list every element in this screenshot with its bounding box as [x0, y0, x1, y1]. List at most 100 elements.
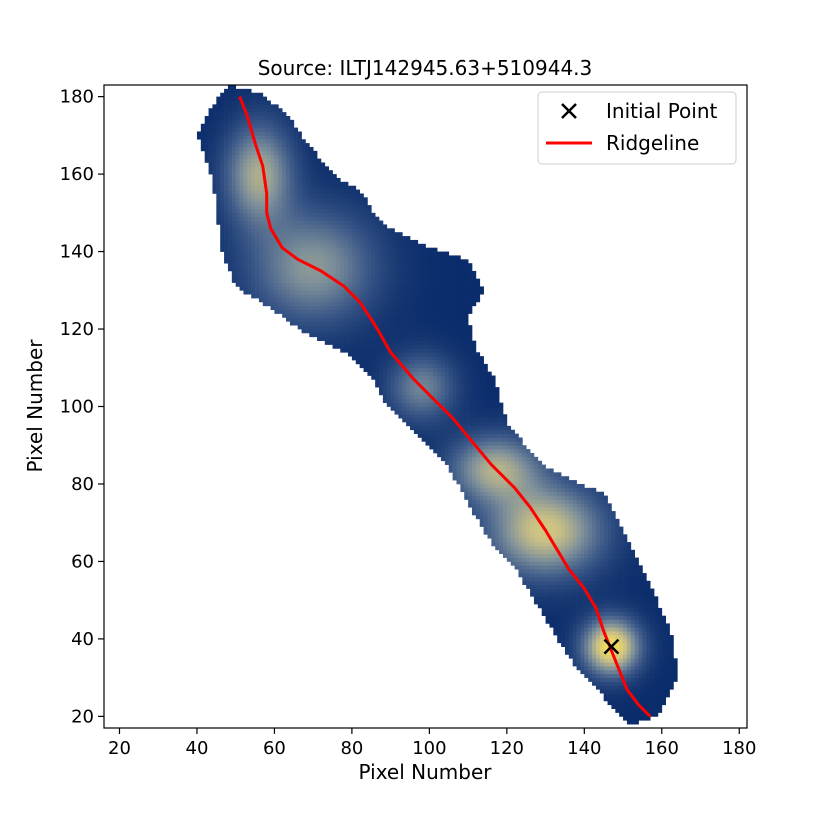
- heatmap-cell: [394, 290, 399, 295]
- heatmap-cell: [386, 243, 391, 249]
- heatmap-cell: [305, 329, 310, 334]
- heatmap-cell: [483, 487, 488, 493]
- heatmap-cell: [595, 592, 601, 597]
- heatmap-cell: [468, 290, 473, 295]
- heatmap-cell: [251, 170, 256, 175]
- heatmap-cell: [510, 530, 515, 535]
- heatmap-cell: [452, 336, 457, 341]
- heatmap-cell: [510, 433, 515, 438]
- heatmap-cell: [568, 627, 574, 632]
- heatmap-cell: [506, 495, 512, 500]
- heatmap-cell: [351, 340, 357, 345]
- heatmap-cell: [576, 514, 581, 520]
- heatmap-cell: [433, 418, 438, 423]
- heatmap-cell: [564, 538, 570, 543]
- heatmap-cell: [487, 507, 492, 512]
- heatmap-cell: [258, 236, 264, 241]
- heatmap-cell: [530, 530, 535, 535]
- heatmap-cell: [611, 553, 616, 558]
- heatmap-cell: [429, 274, 434, 280]
- heatmap-cell: [499, 406, 504, 411]
- heatmap-cell: [286, 263, 291, 268]
- heatmap-cell: [235, 197, 240, 202]
- heatmap-cell: [491, 414, 496, 419]
- heatmap-cell: [475, 421, 481, 427]
- heatmap-cell: [216, 154, 221, 159]
- heatmap-cell: [270, 208, 275, 214]
- heatmap-cell: [553, 538, 558, 543]
- heatmap-cell: [572, 623, 577, 628]
- heatmap-cell: [417, 414, 422, 419]
- heatmap-cell: [212, 104, 217, 109]
- heatmap-cell: [483, 425, 488, 431]
- heatmap-cell: [615, 573, 620, 578]
- heatmap-cell: [390, 305, 395, 311]
- heatmap-cell: [599, 604, 605, 609]
- heatmap-cell: [437, 274, 442, 280]
- heatmap-cell: [572, 561, 577, 566]
- heatmap-cell: [429, 263, 434, 268]
- heatmap-cell: [444, 317, 450, 322]
- heatmap-cell: [483, 503, 488, 508]
- heatmap-cell: [243, 127, 248, 132]
- heatmap-cell: [224, 201, 229, 206]
- heatmap-cell: [297, 205, 302, 210]
- heatmap-cell: [320, 321, 326, 326]
- heatmap-cell: [371, 367, 376, 372]
- heatmap-cell: [599, 530, 605, 535]
- heatmap-cell: [282, 255, 287, 260]
- heatmap-cell: [541, 507, 546, 512]
- heatmap-cell: [537, 503, 543, 508]
- heatmap-cell: [344, 212, 349, 218]
- heatmap-cell: [355, 189, 360, 194]
- heatmap-cell: [262, 224, 268, 229]
- heatmap-cell: [282, 170, 287, 175]
- heatmap-cell: [506, 503, 512, 508]
- heatmap-cell: [599, 491, 605, 496]
- heatmap-cell: [522, 452, 527, 458]
- heatmap-cell: [266, 174, 271, 179]
- heatmap-cell: [615, 677, 620, 682]
- heatmap-cell: [526, 476, 531, 481]
- heatmap-cell: [553, 495, 558, 500]
- heatmap-cell: [379, 251, 384, 256]
- heatmap-cell: [615, 611, 620, 617]
- heatmap-cell: [379, 267, 384, 272]
- heatmap-cell: [487, 433, 492, 438]
- heatmap-cell: [390, 360, 395, 365]
- heatmap-cell: [224, 205, 229, 210]
- heatmap-cell: [328, 251, 333, 256]
- heatmap-cell: [456, 371, 461, 376]
- heatmap-cell: [212, 189, 217, 194]
- heatmap-cell: [471, 433, 477, 438]
- heatmap-cell: [355, 263, 360, 268]
- heatmap-cell: [417, 356, 422, 361]
- heatmap-cell: [317, 220, 322, 225]
- heatmap-cell: [375, 259, 380, 264]
- heatmap-cell: [475, 464, 481, 469]
- heatmap-cell: [359, 363, 364, 369]
- heatmap-cell: [499, 534, 504, 539]
- heatmap-cell: [595, 635, 601, 640]
- heatmap-cell: [452, 290, 457, 295]
- heatmap-cell: [359, 356, 364, 361]
- heatmap-cell: [262, 189, 268, 194]
- heatmap-cell: [572, 592, 577, 597]
- heatmap-cell: [603, 592, 608, 597]
- heatmap-cell: [580, 588, 585, 593]
- heatmap-cell: [437, 360, 442, 365]
- heatmap-cell: [506, 441, 512, 446]
- heatmap-cell: [344, 317, 349, 322]
- heatmap-cell: [379, 305, 384, 311]
- heatmap-cell: [297, 263, 302, 268]
- heatmap-cell: [607, 545, 612, 551]
- heatmap-cell: [433, 274, 438, 280]
- heatmap-cell: [208, 170, 213, 175]
- heatmap-cell: [506, 429, 512, 434]
- heatmap-cell: [328, 321, 333, 326]
- heatmap-cell: [371, 232, 376, 237]
- heatmap-cell: [363, 352, 368, 357]
- heatmap-cell: [495, 542, 500, 547]
- heatmap-cell: [479, 371, 484, 376]
- heatmap-cell: [227, 201, 233, 206]
